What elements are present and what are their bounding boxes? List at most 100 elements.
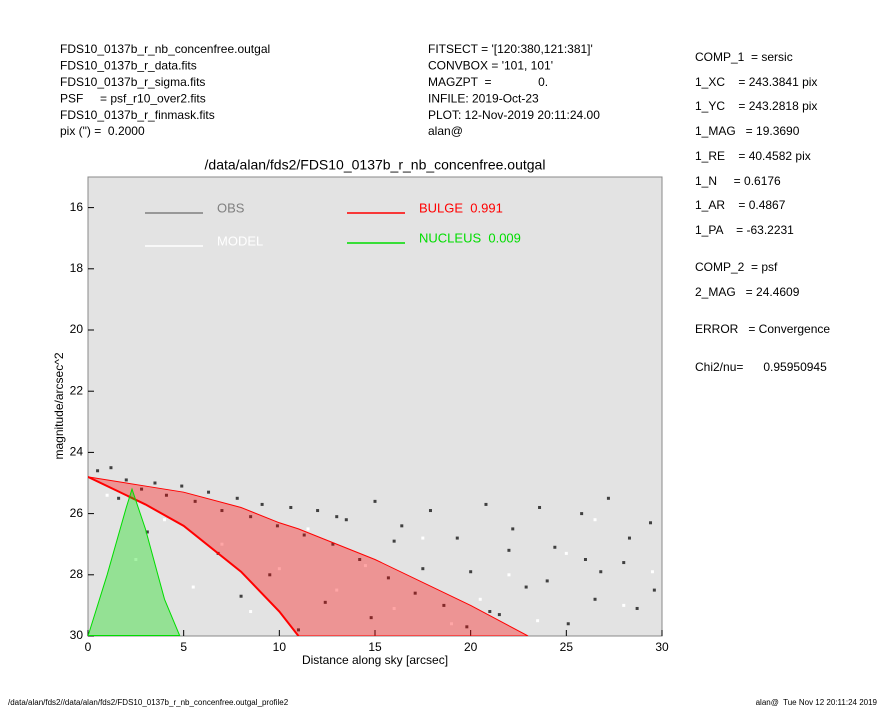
data-point [302, 533, 306, 537]
data-point [507, 573, 511, 577]
data-point [335, 515, 339, 519]
header-left-line: pix (") = 0.2000 [60, 124, 145, 138]
y-tick-label: 20 [70, 322, 84, 336]
y-tick-label: 28 [70, 567, 84, 581]
data-point [207, 490, 211, 494]
data-point [564, 551, 568, 555]
data-point [331, 542, 335, 546]
data-point [275, 524, 279, 528]
y-tick-label: 30 [70, 628, 84, 642]
data-point [249, 610, 253, 614]
data-point [249, 515, 253, 519]
data-point [363, 564, 367, 568]
data-point [191, 585, 195, 589]
data-point [96, 469, 100, 473]
data-point [478, 597, 482, 601]
y-axis-label: magnitude/arcsec^2 [52, 352, 66, 459]
data-point [373, 499, 377, 503]
fit-parameter: 1_PA = -63.2231 [695, 223, 794, 237]
legend-label: BULGE 0.991 [419, 200, 503, 215]
data-point [344, 518, 348, 522]
data-point [392, 606, 396, 610]
data-point [105, 493, 109, 497]
data-point [358, 558, 362, 561]
data-point [124, 478, 128, 482]
fit-parameter: 2_MAG = 24.4609 [695, 285, 800, 299]
footer-left: /data/alan/fds2//data/alan/fds2/FDS10_01… [8, 698, 289, 707]
data-point [277, 567, 281, 571]
data-point [369, 616, 373, 620]
x-tick-label: 15 [368, 640, 382, 654]
data-point [627, 536, 631, 540]
data-point [386, 576, 390, 580]
y-tick-label: 24 [70, 445, 84, 459]
header-left-line: FDS10_0137b_r_finmask.fits [60, 108, 215, 122]
data-point [109, 466, 113, 470]
data-point [583, 558, 587, 561]
data-point [497, 613, 501, 617]
data-point [134, 558, 138, 561]
header-left-line: FDS10_0137b_r_nb_concenfree.outgal [60, 42, 270, 56]
y-tick-label: 22 [70, 383, 84, 397]
data-point [649, 521, 653, 525]
fit-parameter: 1_YC = 243.2818 pix [695, 99, 817, 113]
data-point [566, 622, 570, 626]
chart-title: /data/alan/fds2/FDS10_0137b_r_nb_concenf… [205, 157, 546, 173]
data-point [622, 561, 626, 565]
data-point [593, 518, 597, 522]
data-point [484, 502, 488, 506]
x-axis-label: Distance along sky [arcsec] [302, 653, 448, 667]
data-point [235, 496, 239, 500]
data-point [392, 539, 396, 543]
data-point [421, 536, 425, 540]
data-point [140, 487, 144, 491]
legend-label: MODEL [217, 233, 263, 248]
header-left-line: FDS10_0137b_r_sigma.fits [60, 75, 205, 89]
data-point [450, 622, 454, 626]
data-point [553, 545, 557, 549]
header-left-line: PSF = psf_r10_over2.fits [60, 91, 206, 105]
data-point [145, 530, 149, 534]
fit-parameter: 1_MAG = 19.3690 [695, 124, 800, 138]
data-point [153, 481, 157, 485]
header-middle-line: alan@ [428, 124, 463, 138]
data-point [428, 509, 432, 513]
y-tick-label: 26 [70, 506, 84, 520]
y-tick-label: 16 [70, 200, 84, 214]
data-point [442, 603, 446, 607]
data-point [536, 619, 540, 623]
data-point [421, 567, 425, 571]
header-left-line: FDS10_0137b_r_data.fits [60, 59, 197, 73]
data-point [335, 588, 339, 592]
x-tick-label: 25 [560, 640, 574, 654]
fit-parameter: 1_XC = 243.3841 pix [695, 75, 817, 89]
header-middle-line: FITSECT = '[120:380,121:381]' [428, 42, 593, 56]
fit-parameter: ERROR = Convergence [695, 322, 830, 336]
data-point [316, 509, 320, 513]
data-point [652, 588, 656, 592]
data-point [580, 512, 584, 516]
header-middle-line: INFILE: 2019-Oct-23 [428, 91, 539, 105]
data-point [606, 496, 610, 500]
data-point [507, 548, 511, 552]
data-point [635, 606, 639, 610]
legend-label: NUCLEUS 0.009 [419, 230, 521, 245]
data-point [622, 603, 626, 607]
data-point [163, 518, 167, 522]
data-point [488, 610, 492, 614]
x-tick-label: 5 [180, 640, 187, 654]
data-point [268, 573, 272, 577]
data-point [220, 509, 224, 513]
data-point [524, 585, 528, 589]
legend-label: OBS [217, 200, 245, 215]
fit-parameter: 1_AR = 0.4867 [695, 198, 786, 212]
data-point [323, 600, 327, 604]
data-point [193, 499, 197, 503]
fit-parameter: 1_N = 0.6176 [695, 174, 781, 188]
x-tick-label: 10 [273, 640, 287, 654]
data-point [413, 591, 417, 595]
data-point [455, 536, 459, 540]
y-tick-label: 18 [70, 261, 84, 275]
data-point [465, 625, 469, 629]
